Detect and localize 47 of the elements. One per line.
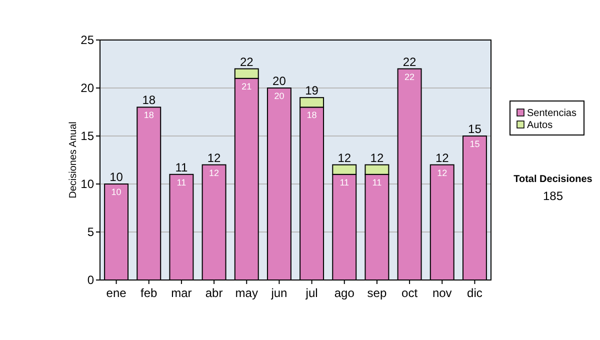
- x-tick-label: dic: [467, 286, 482, 300]
- x-tick-label: ago: [334, 286, 355, 300]
- total-label: 18: [142, 93, 156, 108]
- data-label: 12: [209, 168, 220, 178]
- data-label: 10: [111, 187, 122, 197]
- total-label: 11: [175, 160, 188, 174]
- text: 185: [542, 189, 564, 203]
- data-label: 20: [274, 91, 284, 101]
- total-label: 22: [240, 54, 254, 69]
- total-label: 22: [402, 54, 417, 69]
- legend-label: Autos: [527, 120, 553, 131]
- total-label: 20: [272, 74, 286, 88]
- total-label: 12: [370, 150, 384, 165]
- y-tick-label: 10: [80, 177, 94, 191]
- x-tick-label: mar: [171, 286, 192, 300]
- x-tick-label: oct: [402, 286, 418, 300]
- text: Total Decisiones: [514, 174, 593, 185]
- y-tick-label: 15: [80, 129, 94, 143]
- total-label: 10: [110, 170, 124, 184]
- data-label: 12: [437, 168, 448, 178]
- legend-label: Sentencias: [527, 108, 576, 119]
- data-label: 11: [176, 177, 186, 188]
- y-tick-label: 0: [87, 273, 94, 287]
- y-tick-label: 20: [80, 81, 94, 95]
- x-tick-label: jul: [304, 286, 318, 300]
- data-label: 18: [144, 110, 154, 120]
- x-tick-label: feb: [140, 286, 158, 300]
- y-axis-title: Decisiones Anual: [68, 122, 79, 198]
- data-label: 21: [242, 81, 252, 92]
- x-tick-label: nov: [432, 286, 452, 300]
- y-tick-label: 5: [87, 225, 94, 239]
- total-label: 12: [435, 150, 450, 165]
- x-tick-label: may: [235, 286, 258, 300]
- x-tick-label: jun: [270, 286, 288, 300]
- x-tick-label: abr: [205, 286, 223, 300]
- data-label: 15: [470, 139, 480, 149]
- total-label: 12: [207, 150, 222, 165]
- x-tick-label: ene: [106, 286, 127, 300]
- y-tick-label: 25: [80, 33, 94, 47]
- data-label: 18: [306, 110, 317, 120]
- total-label: 19: [305, 84, 319, 98]
- total-label: 15: [468, 122, 482, 136]
- data-label: 11: [340, 177, 350, 188]
- total-label: 12: [338, 150, 352, 165]
- data-label: 22: [404, 72, 415, 82]
- data-label: 11: [372, 177, 382, 188]
- x-tick-label: sep: [367, 286, 387, 300]
